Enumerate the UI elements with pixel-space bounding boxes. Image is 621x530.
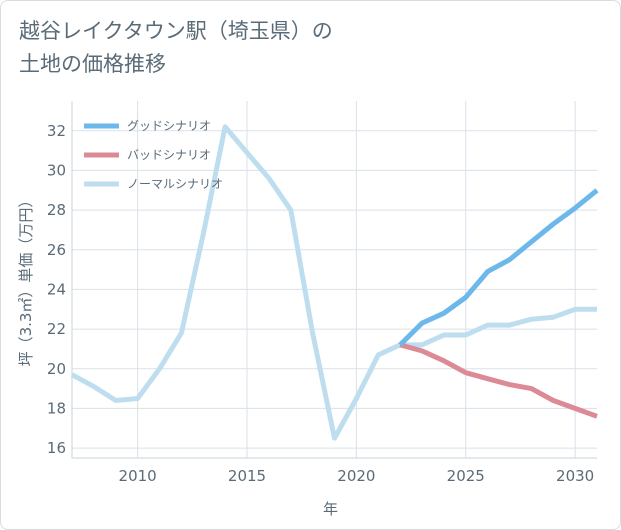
legend-label: グッドシナリオ — [127, 119, 211, 133]
y-tick-label: 16 — [47, 439, 66, 457]
x-axis-label: 年 — [323, 500, 338, 518]
y-tick-label: 22 — [47, 320, 66, 338]
y-tick-label: 18 — [47, 399, 66, 417]
legend-label: ノーマルシナリオ — [127, 177, 223, 191]
y-tick-label: 24 — [47, 280, 66, 298]
y-tick-label: 32 — [47, 122, 66, 140]
y-tick-label: 30 — [47, 161, 66, 179]
x-tick-label: 2030 — [556, 467, 594, 485]
plot-area — [72, 101, 597, 458]
x-tick-label: 2020 — [337, 467, 375, 485]
y-tick-label: 20 — [47, 360, 66, 378]
y-axis-label: 坪（3.3㎡）単価（万円） — [17, 193, 35, 367]
legend-label: バッドシナリオ — [127, 148, 211, 162]
chart-title-line-2: 土地の価格推移 — [19, 52, 166, 76]
series-line — [398, 188, 599, 347]
y-tick-label: 26 — [47, 241, 66, 259]
x-tick-label: 2025 — [447, 467, 485, 485]
x-tick-label: 2010 — [119, 467, 157, 485]
series-line — [70, 124, 597, 441]
series-line — [399, 342, 598, 419]
chart-title-line-1: 越谷レイクタウン駅（埼玉県）の — [19, 19, 333, 43]
chart-title: 越谷レイクタウン駅（埼玉県）の 土地の価格推移 — [19, 15, 333, 81]
x-tick-label: 2015 — [228, 467, 266, 485]
y-tick-label: 28 — [47, 201, 66, 219]
